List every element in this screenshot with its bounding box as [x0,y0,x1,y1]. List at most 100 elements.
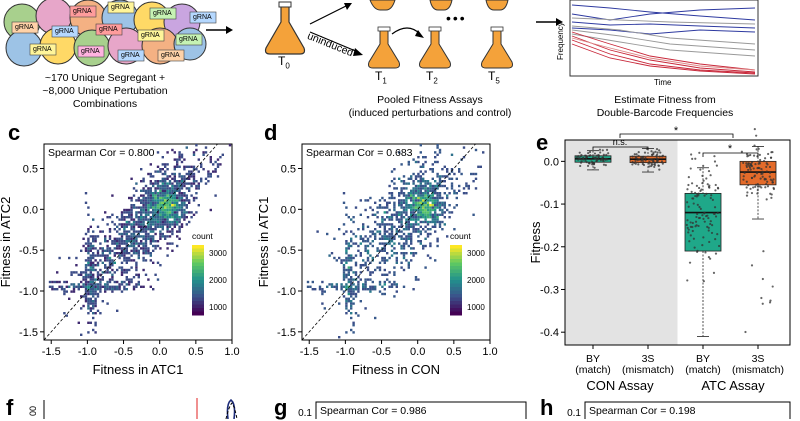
heatmap-cell [84,285,88,288]
heatmap-cell [426,206,430,209]
heatmap-cell [147,252,150,255]
heatmap-cell [152,192,155,195]
heatmap-cell [92,302,95,305]
heatmap-cell [479,165,482,168]
heatmap-cell [171,232,174,236]
heatmap-cell [359,235,362,238]
heatmap-cell [178,206,181,209]
heatmap-cell [202,168,205,171]
heatmap-cell [359,300,362,303]
heatmap-cell [118,254,121,257]
heatmap-cell [431,189,434,192]
heatmap-cell [180,211,184,214]
data-point [701,174,704,177]
heatmap-cell [178,189,181,192]
heatmap-cell [381,220,384,224]
data-point [595,154,599,157]
data-point [582,156,585,159]
heatmap-cell [111,273,114,276]
heatmap-cell [330,283,334,286]
heatmap-cell [209,208,212,212]
heatmap-cell [125,247,128,250]
grna-label: gRNA [99,26,118,33]
heatmap-cell [154,196,157,200]
heatmap-cell [200,180,203,183]
data-point [661,155,664,158]
heatmap-cell [118,285,121,288]
heatmap-cell [152,218,155,221]
heatmap-cell [56,271,59,274]
heatmap-cell [132,235,136,238]
heatmap-cell [159,192,162,195]
heatmap-cell [407,220,410,224]
data-point [590,158,593,161]
heatmap-cell [350,230,353,233]
heatmap-cell [125,268,128,272]
heatmap-cell [412,204,415,207]
data-point [749,168,752,171]
data-point [707,185,711,188]
legend-color-step [192,283,204,288]
heatmap-cell [106,302,109,305]
heatmap-cell [106,283,109,286]
heatmap-cell [132,232,136,236]
heatmap-cell [132,240,136,243]
data-point [641,162,644,166]
heatmap-cell [94,259,97,262]
data-point [656,151,659,154]
heatmap-cell [99,268,102,272]
data-point [705,192,708,195]
heatmap-cell [140,247,143,250]
heatmap-cell [118,232,121,236]
data-point [752,154,756,157]
heatmap-cell [96,288,100,291]
heatmap-cell [70,290,73,293]
heatmap-cell [417,216,420,219]
heatmap-cell [142,259,145,262]
heatmap-cell [426,254,430,257]
heatmap-cell [465,182,468,185]
grna-label: gRNA [141,32,160,39]
heatmap-cell [166,175,169,178]
heatmap-cell [173,184,176,188]
heatmap-cell [144,259,148,262]
heatmap-cell [84,283,88,286]
heatmap-cell [214,160,217,164]
heatmap-cell [388,223,391,226]
heatmap-cell [161,156,164,159]
heatmap-cell [164,177,167,180]
y-tick-label: 0.5 [281,164,296,176]
heatmap-cell [149,204,152,207]
heatmap-cell [166,223,169,226]
heatmap-cell [144,242,148,245]
heatmap-cell [89,307,92,310]
heatmap-cell [156,278,160,281]
heatmap-cell [410,189,413,192]
heatmap-cell [410,259,413,262]
heatmap-cell [342,192,346,195]
heatmap-cell [422,156,425,159]
heatmap-cell [219,163,222,166]
heatmap-cell [188,172,191,176]
heatmap-cell [132,244,136,248]
heatmap-cell [135,285,138,288]
heatmap-cell [414,223,418,226]
heatmap-cell [422,213,425,216]
heatmap-cell [412,247,415,250]
heatmap-cell [137,256,140,260]
heatmap-cell [96,295,100,298]
heatmap-cell [108,280,112,284]
heatmap-cell [417,156,420,159]
heatmap-cell [152,237,155,240]
heatmap-cell [216,163,220,166]
heatmap-cell [374,220,377,224]
category-label: 3S [752,353,765,365]
heatmap-cell [441,201,444,204]
heatmap-cell [376,249,379,252]
heatmap-cell [123,240,126,243]
heatmap-cell [128,244,131,248]
heatmap-cell [374,285,377,288]
heatmap-cell [207,170,210,173]
data-point [758,185,761,188]
heatmap-cell [156,187,160,190]
